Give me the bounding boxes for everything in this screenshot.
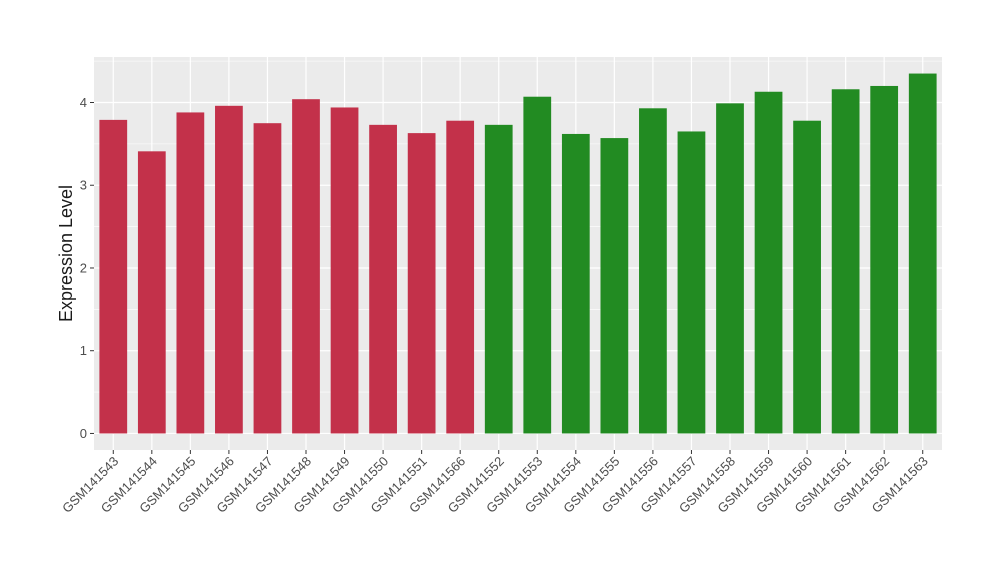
y-axis: 0 1 2 3 4 <box>80 95 94 441</box>
x-axis: GSM141543GSM141544GSM141545GSM141546GSM1… <box>59 450 931 516</box>
bar <box>176 112 205 434</box>
y-tick-label: 2 <box>80 260 87 275</box>
bar <box>253 123 282 434</box>
bar <box>215 105 243 434</box>
bar <box>99 119 128 434</box>
bar <box>330 107 359 434</box>
y-tick-label: 3 <box>80 178 87 193</box>
bar <box>754 91 783 434</box>
y-tick-label: 4 <box>80 95 87 110</box>
bars <box>99 73 937 434</box>
bar <box>484 124 513 434</box>
bar <box>793 120 821 434</box>
y-tick-label: 0 <box>80 426 87 441</box>
bar <box>831 89 860 434</box>
bar <box>716 103 744 434</box>
y-axis-title: Expression Level <box>56 185 76 322</box>
bar <box>870 85 899 434</box>
bar <box>908 73 937 434</box>
y-tick-label: 1 <box>80 343 87 358</box>
bar <box>369 124 397 434</box>
bar <box>446 120 475 434</box>
bar <box>407 133 436 434</box>
bar <box>677 131 706 434</box>
bar <box>600 138 629 434</box>
bar <box>292 99 320 434</box>
bar <box>523 96 552 434</box>
bar <box>137 151 166 434</box>
bar <box>561 133 590 434</box>
bar <box>639 108 667 434</box>
